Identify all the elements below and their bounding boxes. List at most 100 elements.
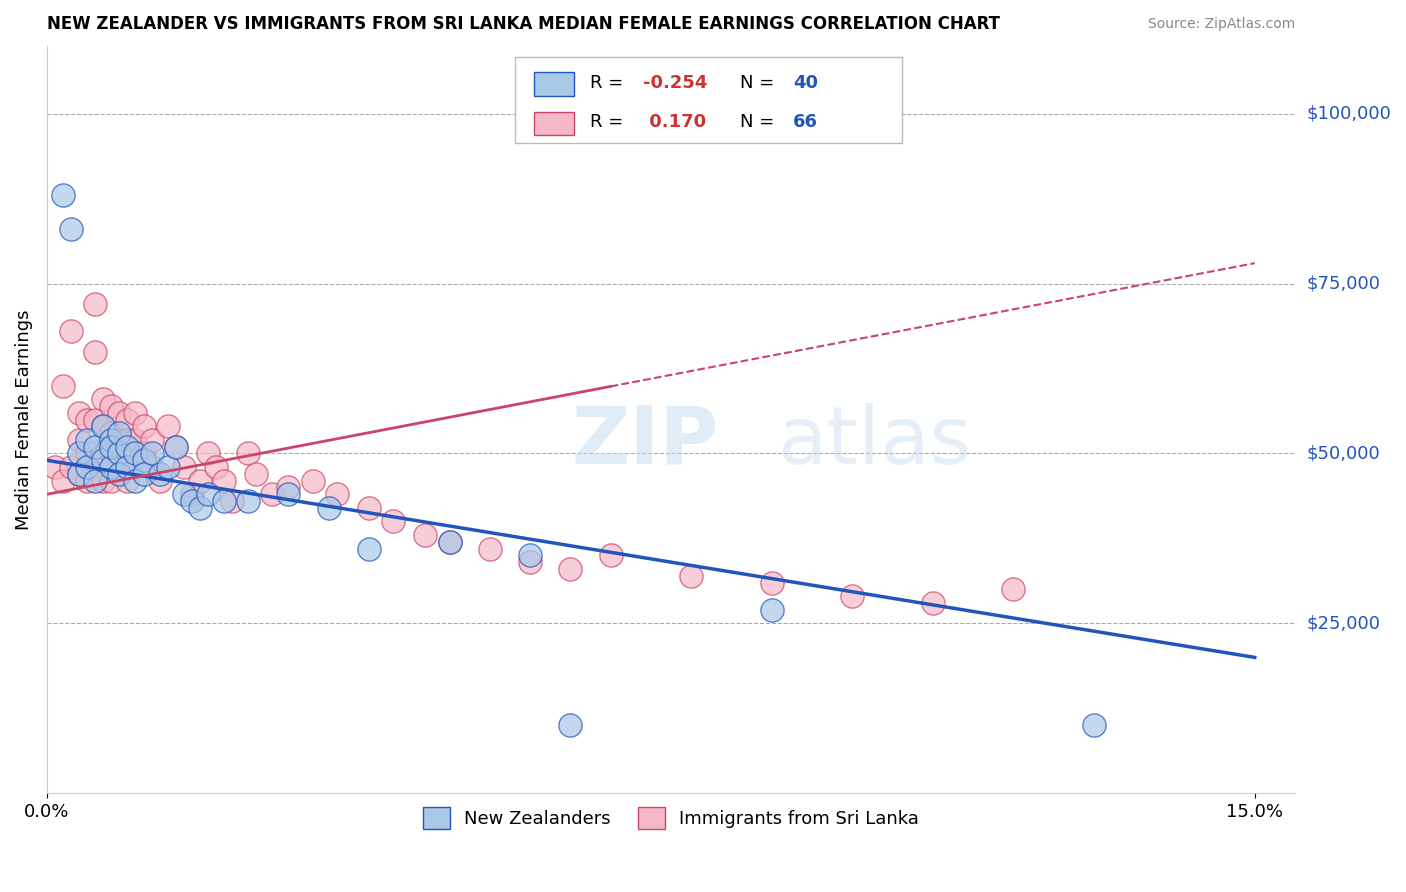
Point [173, 487, 195, 501]
Point [108, 426, 131, 441]
Point [84, 344, 107, 359]
Point [100, 426, 122, 441]
Legend: New Zealanders, Immigrants from Sri Lanka: New Zealanders, Immigrants from Sri Lank… [415, 800, 927, 837]
Point [60, 460, 83, 475]
Point [156, 460, 179, 475]
Bar [534, 72, 574, 96]
Point [91, 419, 114, 434]
Point [108, 406, 131, 420]
Text: 40: 40 [793, 74, 818, 92]
FancyBboxPatch shape [515, 57, 901, 143]
Point [76, 412, 98, 426]
Point [44, 460, 66, 475]
Point [357, 500, 380, 515]
Point [188, 500, 211, 515]
Point [52, 474, 75, 488]
Point [205, 460, 228, 475]
Point [262, 487, 284, 501]
Point [132, 446, 155, 460]
Point [1083, 718, 1105, 732]
Point [91, 419, 114, 434]
Point [124, 433, 146, 447]
Point [277, 487, 299, 501]
Point [100, 460, 122, 475]
Point [52, 188, 75, 202]
Point [277, 481, 299, 495]
Text: ZIP: ZIP [571, 403, 718, 481]
Point [238, 494, 260, 508]
Text: NEW ZEALANDER VS IMMIGRANTS FROM SRI LANKA MEDIAN FEMALE EARNINGS CORRELATION CH: NEW ZEALANDER VS IMMIGRANTS FROM SRI LAN… [46, 15, 1000, 33]
Point [318, 500, 340, 515]
Point [76, 446, 98, 460]
Point [439, 534, 461, 549]
Point [108, 460, 131, 475]
Point [84, 474, 107, 488]
Point [180, 494, 202, 508]
Point [180, 487, 202, 501]
Point [245, 467, 267, 481]
Point [117, 453, 139, 467]
Point [124, 474, 146, 488]
Point [439, 534, 461, 549]
Text: $25,000: $25,000 [1306, 615, 1381, 632]
Point [67, 406, 90, 420]
Point [100, 446, 122, 460]
Text: R =: R = [591, 74, 628, 92]
Point [52, 378, 75, 392]
Point [108, 467, 131, 481]
Point [60, 324, 83, 338]
Point [76, 433, 98, 447]
Point [841, 589, 863, 603]
Text: N =: N = [740, 113, 779, 131]
Point [212, 494, 235, 508]
Point [301, 474, 323, 488]
Point [560, 718, 582, 732]
Point [221, 494, 243, 508]
Point [560, 562, 582, 576]
Point [165, 440, 187, 454]
Point [382, 515, 405, 529]
Y-axis label: Median Female Earnings: Median Female Earnings [15, 310, 32, 530]
Point [921, 596, 943, 610]
Point [197, 487, 219, 501]
Point [761, 603, 783, 617]
Text: $75,000: $75,000 [1306, 275, 1381, 293]
Point [76, 474, 98, 488]
Point [91, 453, 114, 467]
Point [197, 446, 219, 460]
Point [117, 474, 139, 488]
Point [188, 474, 211, 488]
Point [681, 569, 703, 583]
Point [212, 474, 235, 488]
Point [761, 575, 783, 590]
Point [108, 446, 131, 460]
Point [124, 460, 146, 475]
Bar [534, 112, 574, 136]
Point [1002, 582, 1025, 597]
Point [141, 433, 163, 447]
Point [91, 474, 114, 488]
Point [100, 433, 122, 447]
Point [84, 412, 107, 426]
Text: atlas: atlas [778, 403, 972, 481]
Point [519, 555, 541, 569]
Point [100, 399, 122, 413]
Point [76, 460, 98, 475]
Point [415, 528, 437, 542]
Text: R =: R = [591, 113, 628, 131]
Point [132, 453, 155, 467]
Text: $100,000: $100,000 [1306, 104, 1391, 122]
Point [100, 440, 122, 454]
Text: N =: N = [740, 74, 779, 92]
Point [91, 446, 114, 460]
Point [91, 392, 114, 406]
Point [108, 433, 131, 447]
Text: $50,000: $50,000 [1306, 444, 1379, 462]
Text: Source: ZipAtlas.com: Source: ZipAtlas.com [1147, 17, 1295, 30]
Point [67, 467, 90, 481]
Point [132, 467, 155, 481]
Point [67, 467, 90, 481]
Point [124, 406, 146, 420]
Point [84, 297, 107, 311]
Point [141, 446, 163, 460]
